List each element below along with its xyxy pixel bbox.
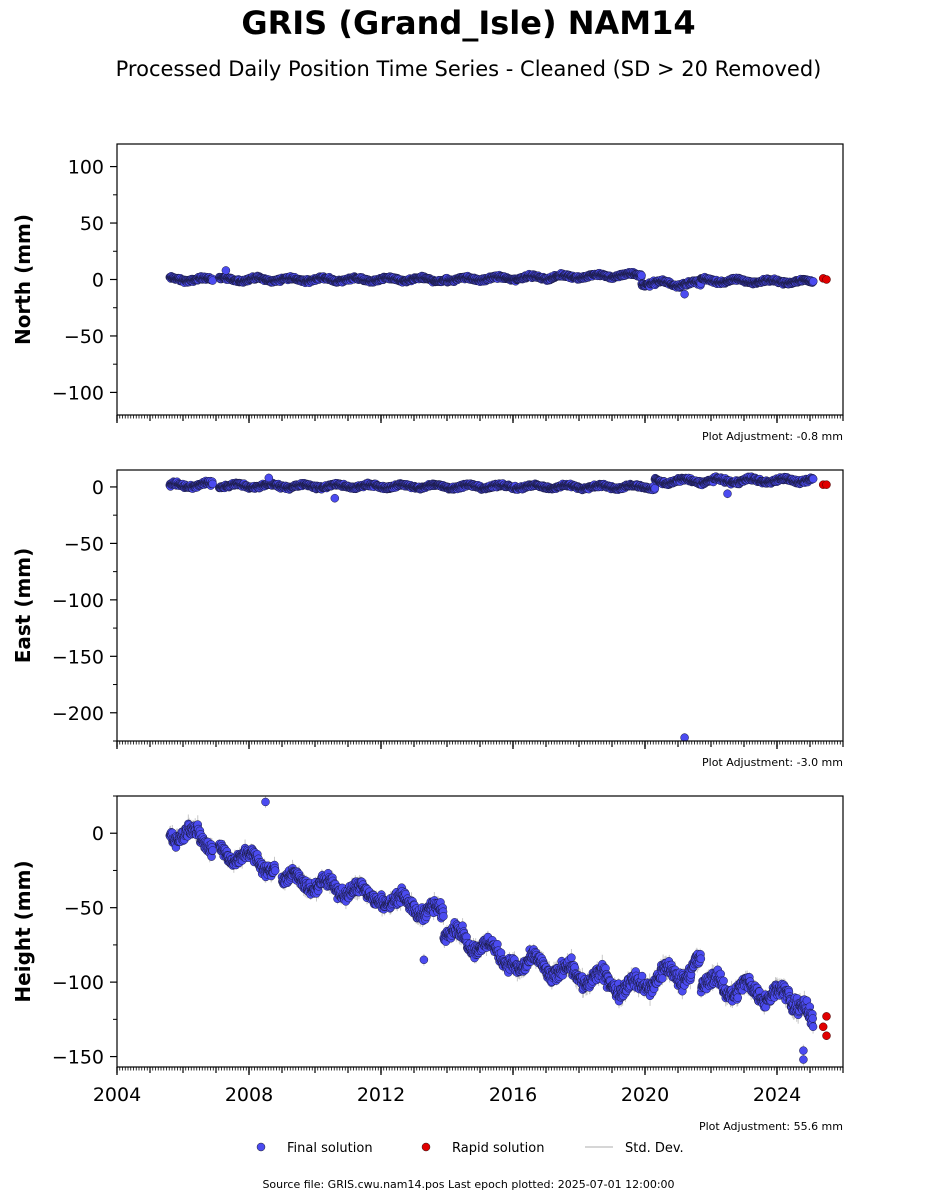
stddev-bars	[169, 473, 814, 741]
rapid-point	[822, 275, 831, 284]
chart-title: GRIS (Grand_Isle) NAM14	[241, 4, 696, 42]
data-point	[680, 289, 689, 299]
data-point	[221, 266, 231, 275]
panel-north: −100 −50 0 50 100 North (mm) Plot Adjustment: …	[11, 143, 844, 443]
data-point	[637, 271, 646, 280]
y-tick-label: 0	[92, 270, 104, 292]
chart-subtitle: Processed Daily Position Time Series - C…	[115, 57, 822, 81]
plot-adjustment-label: Plot Adjustment: -0.8 mm	[702, 430, 843, 443]
y-tick-label: 50	[80, 213, 104, 235]
final-points	[165, 266, 831, 299]
y-axis-label: North (mm)	[11, 214, 35, 345]
data-point	[809, 277, 818, 286]
y-tick-label: 100	[68, 157, 104, 179]
y-tick-label: −100	[52, 382, 104, 404]
y-tick-label: −50	[64, 326, 104, 348]
